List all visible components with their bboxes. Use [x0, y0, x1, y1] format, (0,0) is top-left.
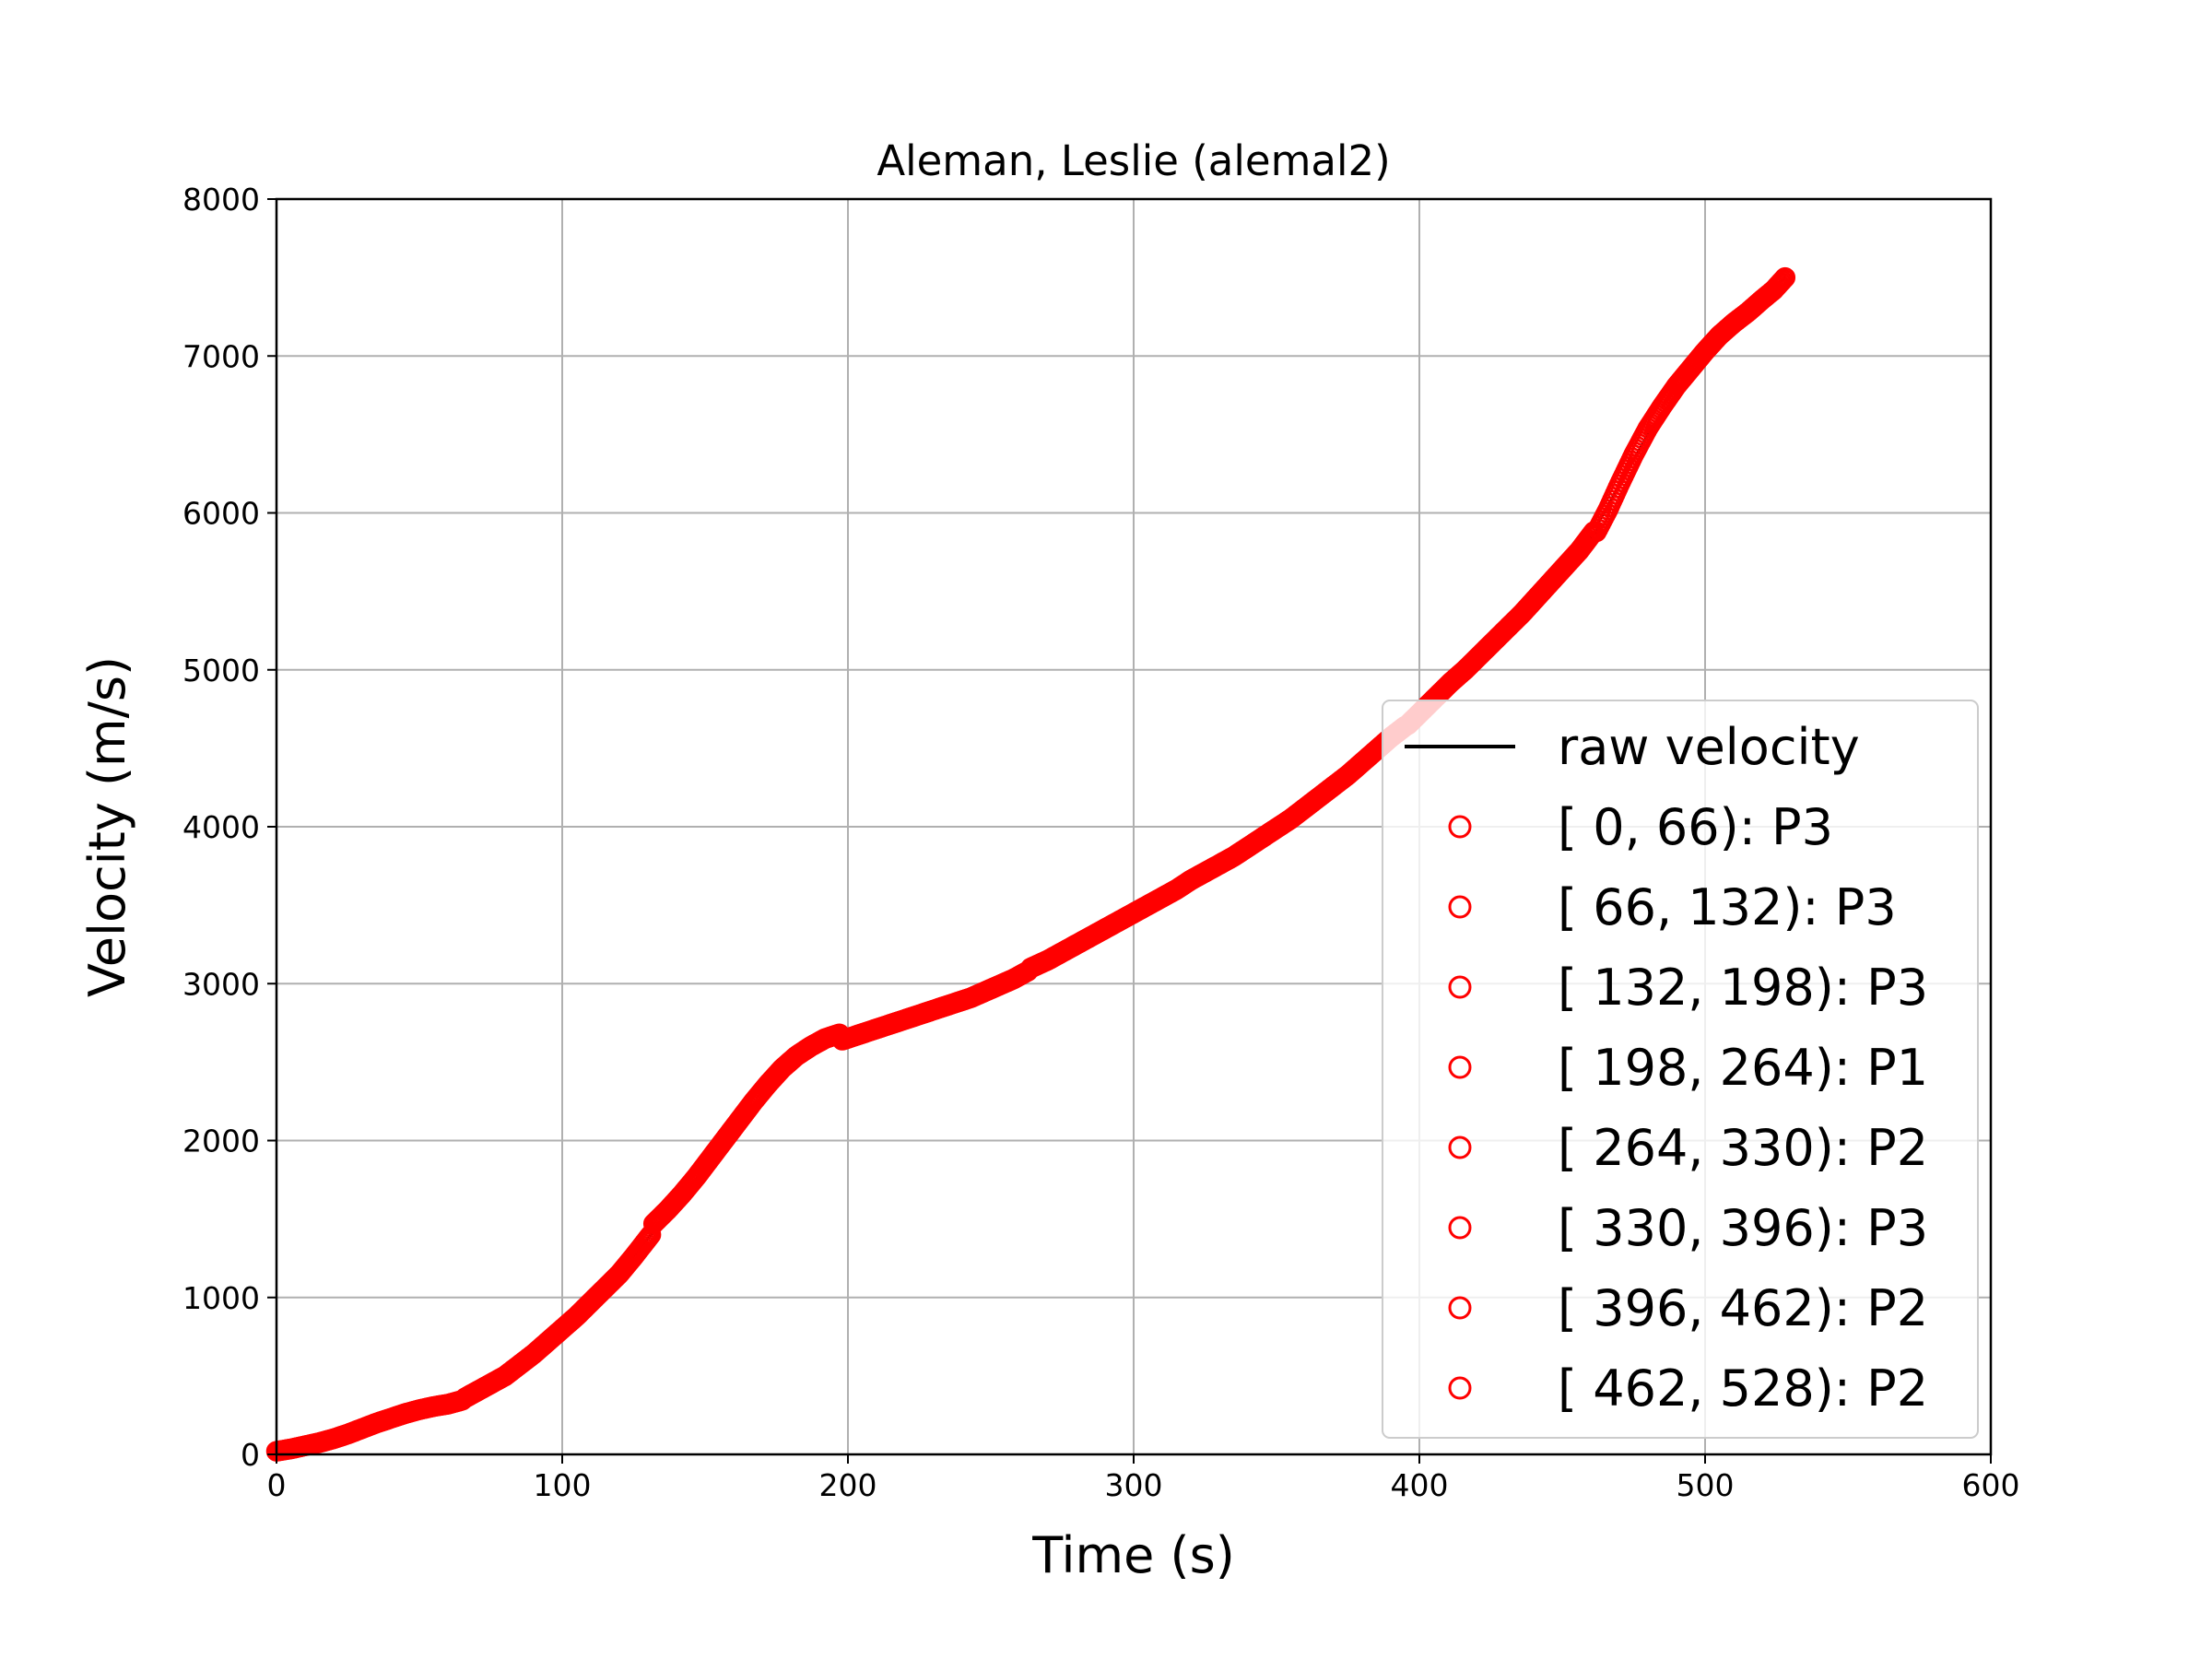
data-point [1773, 268, 1794, 290]
series-5-markers [1020, 855, 1228, 979]
series-3-markers [642, 1023, 850, 1234]
x-tick-label: 500 [1677, 1467, 1735, 1503]
series-8-markers [1585, 266, 1796, 543]
x-axis-label: Time (s) [1031, 1526, 1235, 1584]
y-tick-label: 0 [241, 1437, 260, 1473]
x-tick-label: 100 [534, 1467, 592, 1503]
y-tick-label: 4000 [182, 809, 260, 845]
series-2-markers [454, 1224, 662, 1408]
legend-label: [ 132, 198): P3 [1558, 959, 1928, 1017]
legend-marker-swatch [1448, 1376, 1472, 1400]
y-tick-label: 8000 [182, 182, 260, 218]
legend-label: [ 330, 396): P3 [1558, 1199, 1928, 1257]
legend: raw velocity [ 0, 66): P3 [ 66, 132): P3 [ … [1382, 700, 1979, 1439]
legend-marker-swatch [1448, 1055, 1472, 1079]
legend-marker-swatch [1448, 1216, 1472, 1240]
x-tick-label: 600 [1962, 1467, 2020, 1503]
y-tick-label: 2000 [182, 1124, 260, 1159]
y-tick-label: 5000 [182, 653, 260, 688]
legend-marker-swatch [1448, 815, 1472, 839]
y-tick-label: 7000 [182, 338, 260, 374]
y-tick-label: 1000 [182, 1280, 260, 1316]
legend-marker-swatch [1448, 1296, 1472, 1320]
data-point [1770, 271, 1792, 293]
legend-box [1382, 700, 1979, 1439]
y-tick-label: 3000 [182, 966, 260, 1002]
legend-label: [ 66, 132): P3 [1558, 878, 1897, 936]
y-axis-label: Velocity (m/s) [78, 656, 136, 997]
legend-label: [ 198, 264): P1 [1558, 1039, 1928, 1097]
series-6-markers [1208, 715, 1416, 876]
x-tick-label: 300 [1105, 1467, 1163, 1503]
legend-label: [ 396, 462): P2 [1558, 1279, 1928, 1337]
x-tick-label: 400 [1391, 1467, 1449, 1503]
chart-title: Aleman, Leslie (alemal2) [877, 136, 1390, 185]
legend-label: [ 264, 330): P2 [1558, 1119, 1928, 1177]
legend-label-raw-velocity: raw velocity [1558, 718, 1860, 776]
legend-marker-swatch [1448, 895, 1472, 919]
legend-label: [ 0, 66): P3 [1558, 798, 1833, 856]
legend-label: [ 462, 528): P2 [1558, 1359, 1928, 1418]
x-tick-label: 200 [819, 1467, 877, 1503]
y-tick-label: 6000 [182, 496, 260, 532]
data-point [1774, 266, 1796, 288]
series-4-markers [831, 960, 1039, 1051]
axis-ticks: 0 100 200 300 400 500 600010002000300040005000… [182, 182, 2019, 1503]
legend-marker-swatch [1448, 1135, 1472, 1159]
data-point [1771, 270, 1793, 291]
data-point [1769, 273, 1790, 295]
series-1-markers [265, 1390, 473, 1462]
legend-marker-swatch [1448, 975, 1472, 999]
x-tick-label: 0 [267, 1467, 287, 1503]
